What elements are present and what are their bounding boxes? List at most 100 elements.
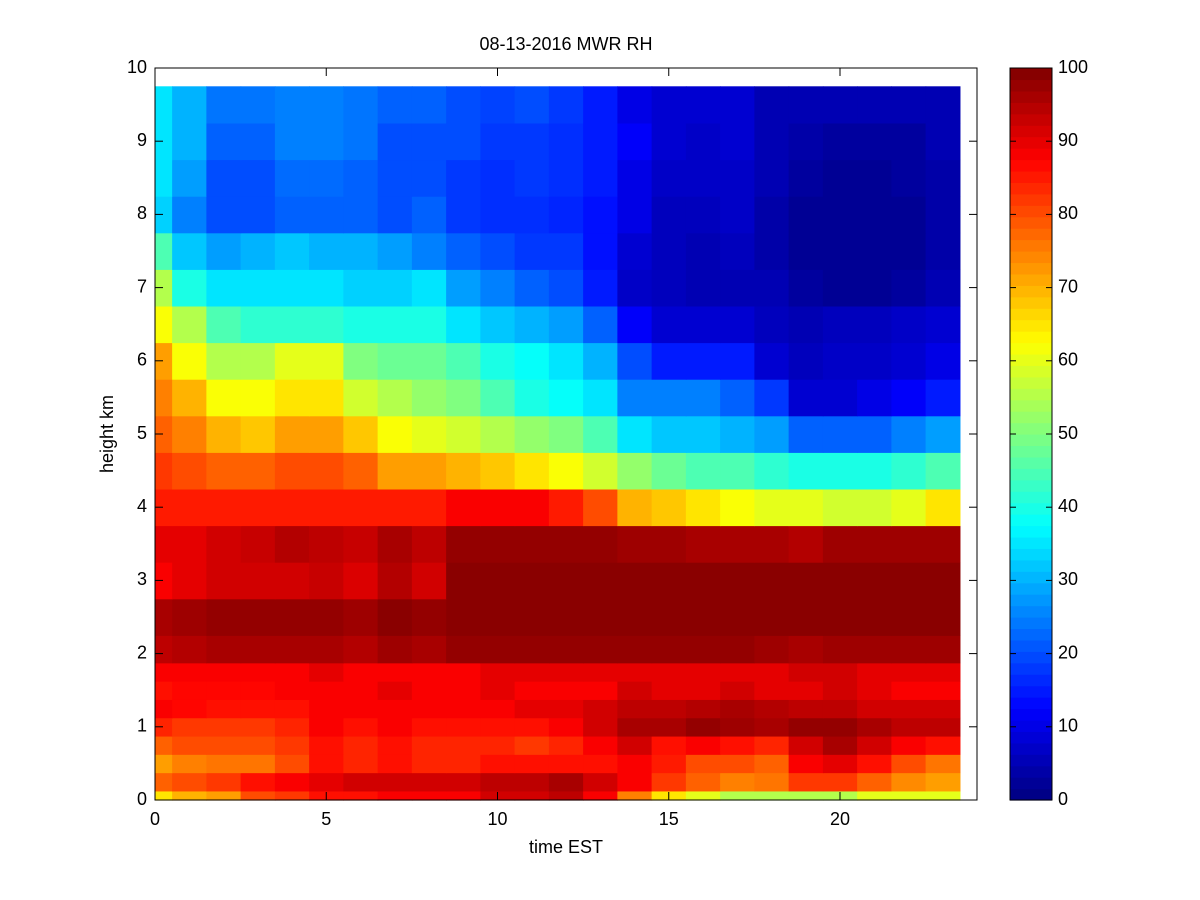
heat-cell [685, 122, 721, 161]
heat-cell [206, 452, 242, 490]
heat-cell [446, 699, 481, 719]
colorbar-segment [1010, 239, 1052, 252]
heat-cell [446, 159, 481, 197]
heat-cell [857, 488, 892, 527]
heat-cell [583, 488, 618, 527]
heat-cell [857, 681, 892, 700]
heat-cell [583, 452, 618, 490]
heat-cell [891, 662, 927, 682]
heat-cell [685, 790, 721, 801]
heat-cell [857, 754, 892, 774]
heat-cell [720, 415, 755, 453]
heat-cell [548, 562, 584, 600]
heat-cell [446, 525, 481, 563]
heat-cell [240, 681, 276, 700]
heat-cell [240, 699, 276, 719]
heat-cell [377, 754, 413, 774]
heat-cell [651, 379, 687, 417]
heat-cell [548, 635, 584, 664]
heat-cell [274, 662, 310, 682]
heat-cell [343, 790, 379, 801]
heat-cell [583, 790, 618, 801]
heat-cell [822, 415, 858, 453]
heat-cell [788, 232, 824, 270]
heat-cell [788, 86, 824, 124]
heat-cell [172, 635, 207, 664]
heat-cell [685, 662, 721, 682]
heat-cell [583, 735, 618, 755]
colorbar-segment [1010, 376, 1052, 389]
heat-cell [446, 232, 481, 270]
heat-cell [206, 699, 242, 719]
heat-cell [343, 525, 379, 563]
heat-cell [548, 342, 584, 380]
heat-cell [925, 122, 961, 161]
heat-cell [925, 699, 961, 719]
heat-cell [891, 772, 927, 792]
heat-cell [155, 305, 173, 344]
heat-cell [583, 562, 618, 600]
heat-cell [720, 269, 755, 307]
heat-cell [583, 269, 618, 307]
heat-cell [274, 86, 310, 124]
heat-cell [172, 159, 207, 197]
heat-cell [925, 735, 961, 755]
heat-cell [377, 635, 413, 664]
colorbar-segment [1010, 628, 1052, 641]
heat-cell [822, 635, 858, 664]
heat-cell [685, 699, 721, 719]
heat-cell [583, 754, 618, 774]
heat-cell [822, 699, 858, 719]
heat-cell [925, 452, 961, 490]
heat-cell [411, 772, 447, 792]
y-tick-label: 5 [137, 423, 147, 443]
heat-cell [206, 525, 242, 563]
colorbar-segment [1010, 262, 1052, 275]
heat-cell [377, 772, 413, 792]
colorbar-segment [1010, 536, 1052, 549]
heat-cell [206, 772, 242, 792]
heat-cell [754, 196, 790, 234]
heat-cell [172, 754, 207, 774]
heat-cell [617, 635, 653, 664]
heat-cell [343, 717, 379, 737]
heat-cell [891, 790, 927, 801]
heat-cell [754, 415, 790, 453]
colorbar-segment [1010, 674, 1052, 687]
heat-cell [891, 735, 927, 755]
y-tick-label: 10 [127, 57, 147, 77]
colorbar-segment [1010, 559, 1052, 572]
heat-cell [891, 754, 927, 774]
colorbar-segment [1010, 731, 1052, 744]
heat-cell [309, 635, 344, 664]
heat-cell [411, 562, 447, 600]
heat-cell [514, 699, 550, 719]
heat-cell [309, 159, 344, 197]
heat-cell [788, 681, 824, 700]
heat-cell [514, 342, 550, 380]
colorbar-segment [1010, 148, 1052, 161]
heat-cell [206, 717, 242, 737]
heat-cell [925, 415, 961, 453]
heat-cell [343, 415, 379, 453]
heat-cell [857, 790, 892, 801]
colorbar-segment [1010, 571, 1052, 584]
heat-cell [651, 488, 687, 527]
colorbar-segment [1010, 445, 1052, 458]
heat-cell [925, 772, 961, 792]
heat-cell [754, 598, 790, 636]
colorbar-segment [1010, 479, 1052, 492]
heat-cell [309, 196, 344, 234]
heat-cell [480, 488, 516, 527]
heat-cell [925, 717, 961, 737]
heat-cell [891, 196, 927, 234]
colorbar-tick-label: 0 [1058, 789, 1068, 809]
heat-cell [788, 305, 824, 344]
heat-cell [480, 635, 516, 664]
heat-cell [274, 635, 310, 664]
heat-cell [206, 379, 242, 417]
heat-cell [822, 232, 858, 270]
heat-cell [155, 452, 173, 490]
heat-cell [411, 790, 447, 801]
colorbar-segment [1010, 79, 1052, 92]
